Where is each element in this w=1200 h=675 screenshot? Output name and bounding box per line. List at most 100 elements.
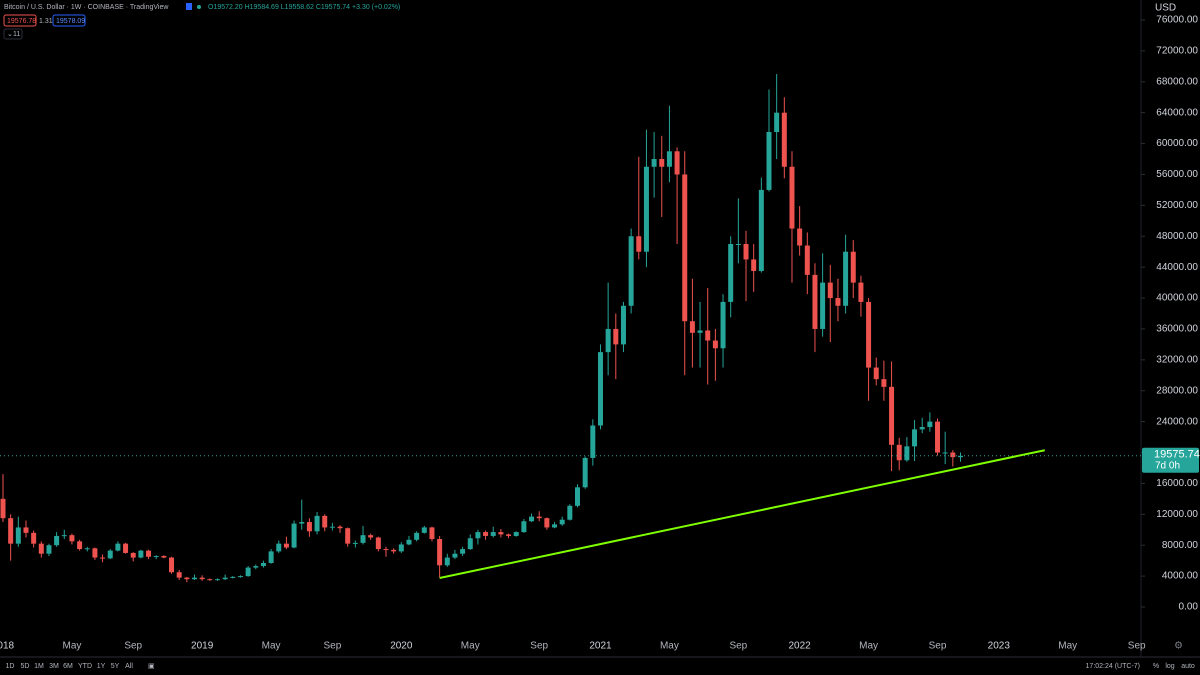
indicator-chevron[interactable]: ⌄ [7,31,13,38]
candle-body [421,527,427,533]
candle-body [314,515,320,532]
y-tick-label: 52000.00 [1156,200,1198,211]
candle-body [498,532,504,535]
candle-body [689,321,695,333]
candle-body [214,579,220,581]
candle-body [912,429,918,447]
candle-body [483,532,489,536]
y-tick-label: 28000.00 [1156,385,1198,396]
candle-body [873,367,879,380]
range-button[interactable]: 1Y [97,663,106,670]
scale-option[interactable]: % [1153,663,1159,670]
x-tick-label: 2018 [0,641,15,652]
candle-body [559,519,565,525]
range-button[interactable]: 1M [34,663,44,670]
candle-body [169,557,175,573]
y-tick-label: 8000.00 [1162,540,1199,551]
symbol-title: Bitcoin / U.S. Dollar · 1W · COINBASE · … [4,4,169,11]
y-tick-label: 36000.00 [1156,324,1198,335]
candle-body [651,159,657,167]
candle-body [61,535,67,537]
candle-body [8,518,14,544]
y-tick-label: 76000.00 [1156,15,1198,26]
range-button[interactable]: 5Y [111,663,120,670]
candle-body [245,567,251,577]
settings-icon[interactable]: ⚙ [1174,641,1183,652]
candle-body [927,421,933,428]
buy-box[interactable] [52,14,86,27]
range-button[interactable]: 6M [63,663,73,670]
candle-body [712,340,718,349]
candle-body [475,532,481,539]
range-button[interactable]: 3M [49,663,59,670]
x-tick-label: 2023 [988,641,1011,652]
x-tick-label: Sep [1128,641,1146,652]
candle-body [552,524,558,528]
candle-body [391,549,397,552]
y-tick-label: 56000.00 [1156,169,1198,180]
sell-box[interactable] [3,14,37,27]
candle-body [253,566,259,568]
indicator-count[interactable]: 11 [13,31,20,38]
candle-body [23,527,29,533]
candle-body [720,301,726,349]
x-tick-label: May [859,641,878,652]
x-tick-label: 2021 [589,641,612,652]
indicator-toggle[interactable] [3,28,23,40]
candle-body [199,577,205,580]
candle-body [230,576,236,578]
y-tick-label: 48000.00 [1156,231,1198,242]
y-tick-label: 12000.00 [1156,509,1198,520]
candle-body [896,444,902,461]
candle-body [666,151,672,167]
candle-body [345,528,351,544]
candle-body [682,174,688,322]
x-tick-label: May [1058,641,1077,652]
candle-body [743,243,749,260]
candle-body [605,328,611,353]
candle-body [950,452,956,458]
candle-body [398,544,404,552]
candle-body [146,550,152,557]
scale-option[interactable]: auto [1181,663,1195,670]
candle-body [766,131,772,190]
date-range-icon[interactable]: ▣ [148,663,155,670]
range-button[interactable]: 1D [6,663,15,670]
candle-body [521,521,527,533]
candle-body [643,166,649,252]
y-tick-label: 0.00 [1179,602,1199,613]
range-button[interactable]: YTD [78,663,92,670]
scale-option[interactable]: log [1165,663,1174,670]
currency[interactable]: USD [1155,3,1176,14]
candle-body [697,330,703,333]
candle-body [360,535,366,543]
sell-price[interactable]: 19576.78 [7,18,36,25]
candle-body [444,557,450,566]
x-tick-label: 2020 [390,641,413,652]
range-button[interactable]: All [125,663,133,670]
candle-body [506,534,512,536]
candle-body [69,535,75,542]
buy-price[interactable]: 19578.09 [56,18,85,25]
candle-body [597,352,603,426]
candle-body [130,552,136,558]
candle-body [613,328,619,345]
candle-body [935,421,941,453]
last-price-box [1142,447,1199,473]
range-button[interactable]: 5D [21,663,30,670]
candle-body [843,251,849,306]
candle-body [222,577,228,580]
x-tick-label: May [660,641,679,652]
candle-body [337,526,343,529]
candle-body [237,576,243,578]
candle-body [138,550,144,558]
candle-body [406,539,412,545]
candle-body [636,236,642,252]
candle-body [889,386,895,445]
x-tick-label: May [461,641,480,652]
candle-body [460,549,466,554]
ohlc-legend: O19572.20 H19584.69 L19558.62 C19575.74 … [208,4,400,11]
candle-body [161,556,167,558]
